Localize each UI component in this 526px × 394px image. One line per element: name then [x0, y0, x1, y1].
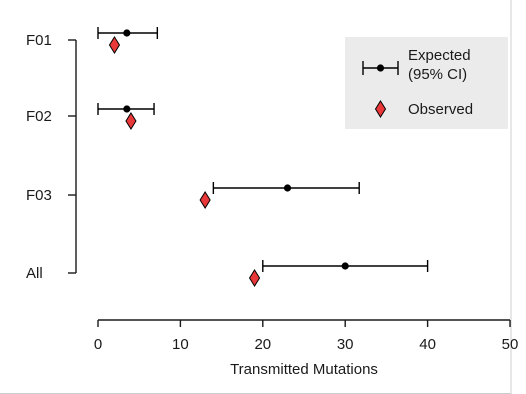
expected-point-f03: [283, 184, 292, 192]
category-label-all: All: [26, 265, 43, 282]
x-tick-label-30: 30: [337, 336, 354, 353]
legend-observed-marker: [374, 100, 387, 118]
axes: 0 10 20 30 40 50: [94, 319, 519, 353]
x-tick-label-0: 0: [94, 336, 102, 353]
category-label-f03: F03: [26, 187, 52, 204]
expected-point-f02: [123, 105, 131, 113]
x-tick-label-50: 50: [502, 336, 519, 353]
legend-expected-label-line-2: (95% CI): [408, 66, 467, 83]
legend-expected-label-line-1: Expected: [408, 47, 471, 64]
x-axis-title: Transmitted Mutations: [230, 361, 378, 378]
observed-point-all: [248, 269, 261, 287]
x-tick-label-10: 10: [172, 336, 189, 353]
observed-point-f03: [199, 191, 211, 209]
category-axis: F01 F02 F03 All: [26, 32, 77, 282]
expected-point-all: [341, 262, 349, 270]
x-tick-label-20: 20: [254, 336, 271, 353]
observed-point-f01: [108, 36, 121, 54]
legend-expected-marker: [376, 64, 385, 72]
category-label-f02: F02: [26, 108, 52, 125]
legend: Expected (95% CI) Observed: [345, 37, 508, 129]
expected-point-f01: [123, 29, 131, 37]
observed-point-f02: [125, 112, 137, 130]
legend-box: [345, 37, 508, 129]
legend-observed-label: Observed: [408, 101, 473, 118]
x-tick-label-40: 40: [419, 336, 436, 353]
plot-marks: [97, 27, 429, 287]
category-label-f01: F01: [26, 32, 52, 49]
